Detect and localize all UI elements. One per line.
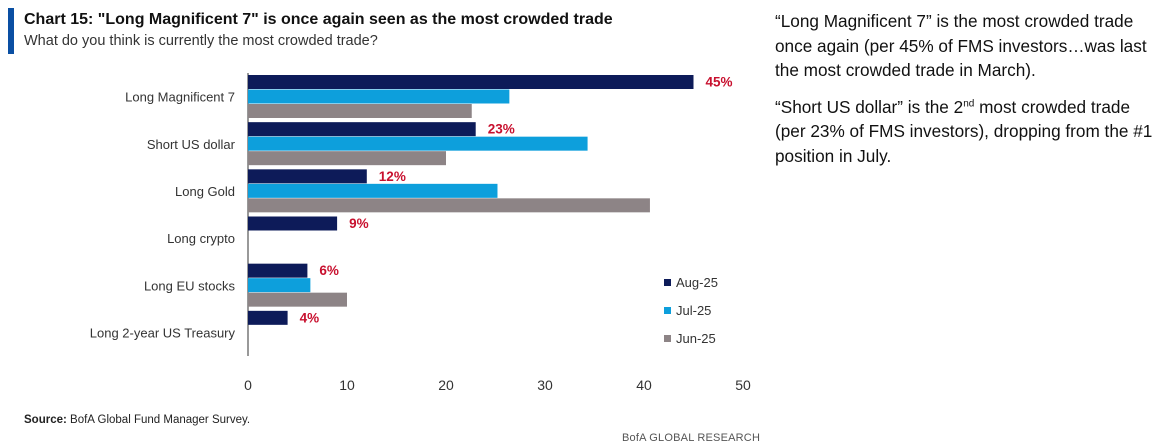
commentary-p2-start: “Short US dollar” is the 2	[775, 96, 964, 117]
category-label-short-us-dollar: Short US dollar	[147, 137, 236, 152]
bar-aug-25-long-gold	[248, 169, 367, 184]
data-label-long-eu-stocks: 6%	[319, 263, 339, 278]
legend-label-aug-25: Aug-25	[676, 275, 718, 290]
legend-swatch-jun-25	[664, 335, 671, 342]
x-tick-label-30: 30	[537, 377, 553, 393]
source-text: BofA Global Fund Manager Survey.	[66, 414, 251, 426]
chart-subtitle: What do you think is currently the most …	[24, 33, 378, 49]
data-label-short-us-dollar: 23%	[488, 122, 515, 137]
bar-jun-25-short-us-dollar	[248, 151, 446, 166]
commentary-panel: “Long Magnificent 7” is the most crowded…	[775, 9, 1153, 180]
x-tick-label-0: 0	[244, 377, 252, 393]
category-label-long-crypto: Long crypto	[167, 231, 235, 246]
data-label-long-gold: 12%	[379, 169, 406, 184]
x-tick-label-20: 20	[438, 377, 454, 393]
commentary-paragraph-1: “Long Magnificent 7” is the most crowded…	[775, 11, 1147, 80]
bar-jul-25-long-gold	[248, 183, 498, 198]
bar-aug-25-short-us-dollar	[248, 122, 476, 137]
bar-jul-25-long-eu-stocks	[248, 278, 311, 293]
data-label-long-magnificent-7: 45%	[706, 75, 733, 90]
bar-aug-25-long-eu-stocks	[248, 263, 308, 278]
category-label-long-gold: Long Gold	[175, 184, 235, 199]
x-tick-label-50: 50	[735, 377, 751, 393]
category-label-long-2-year-us-treasury: Long 2-year US Treasury	[90, 325, 236, 340]
title-accent-bar	[8, 8, 14, 54]
footer-brand: BofA GLOBAL RESEARCH	[622, 432, 761, 444]
source-note: Source: BofA Global Fund Manager Survey.	[24, 414, 250, 426]
commentary-paragraph-2: “Short US dollar” is the 2nd most crowde…	[775, 95, 1153, 169]
legend-label-jul-25: Jul-25	[676, 303, 711, 318]
legend-swatch-aug-25	[664, 279, 671, 286]
legend-label-jun-25: Jun-25	[676, 331, 716, 346]
category-label-long-eu-stocks: Long EU stocks	[144, 278, 236, 293]
x-tick-label-10: 10	[339, 377, 355, 393]
bar-chart: 0 10 20 30 40 50 Long Magnificent 7 45% Short US…	[90, 73, 751, 393]
bar-jun-25-long-eu-stocks	[248, 292, 347, 307]
bar-aug-25-long-2-year-us-treasury	[248, 310, 288, 325]
bar-jun-25-long-magnificent-7	[248, 104, 472, 118]
category-label-long-magnificent-7: Long Magnificent 7	[125, 90, 235, 105]
bar-aug-25-long-magnificent-7	[248, 75, 694, 89]
chart-title: Chart 15: "Long Magnificent 7" is once a…	[24, 11, 613, 28]
commentary-p2-superscript: nd	[963, 97, 975, 109]
source-label: Source:	[24, 414, 67, 426]
bar-aug-25-long-crypto	[248, 216, 338, 231]
commentary-p2-end: most crowded trade (per 23% of FMS inves…	[775, 96, 1153, 166]
legend-swatch-jul-25	[664, 307, 671, 314]
bar-jul-25-short-us-dollar	[248, 136, 588, 151]
x-tick-label-40: 40	[636, 377, 652, 393]
data-label-long-2-year-us-treasury: 4%	[300, 310, 320, 325]
bar-jul-25-long-magnificent-7	[248, 89, 510, 104]
data-label-long-crypto: 9%	[349, 216, 369, 231]
bar-jun-25-long-gold	[248, 198, 650, 213]
